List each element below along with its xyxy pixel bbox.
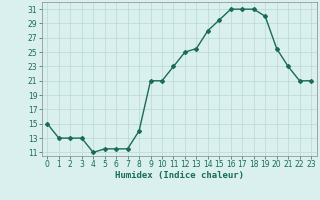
X-axis label: Humidex (Indice chaleur): Humidex (Indice chaleur) <box>115 171 244 180</box>
